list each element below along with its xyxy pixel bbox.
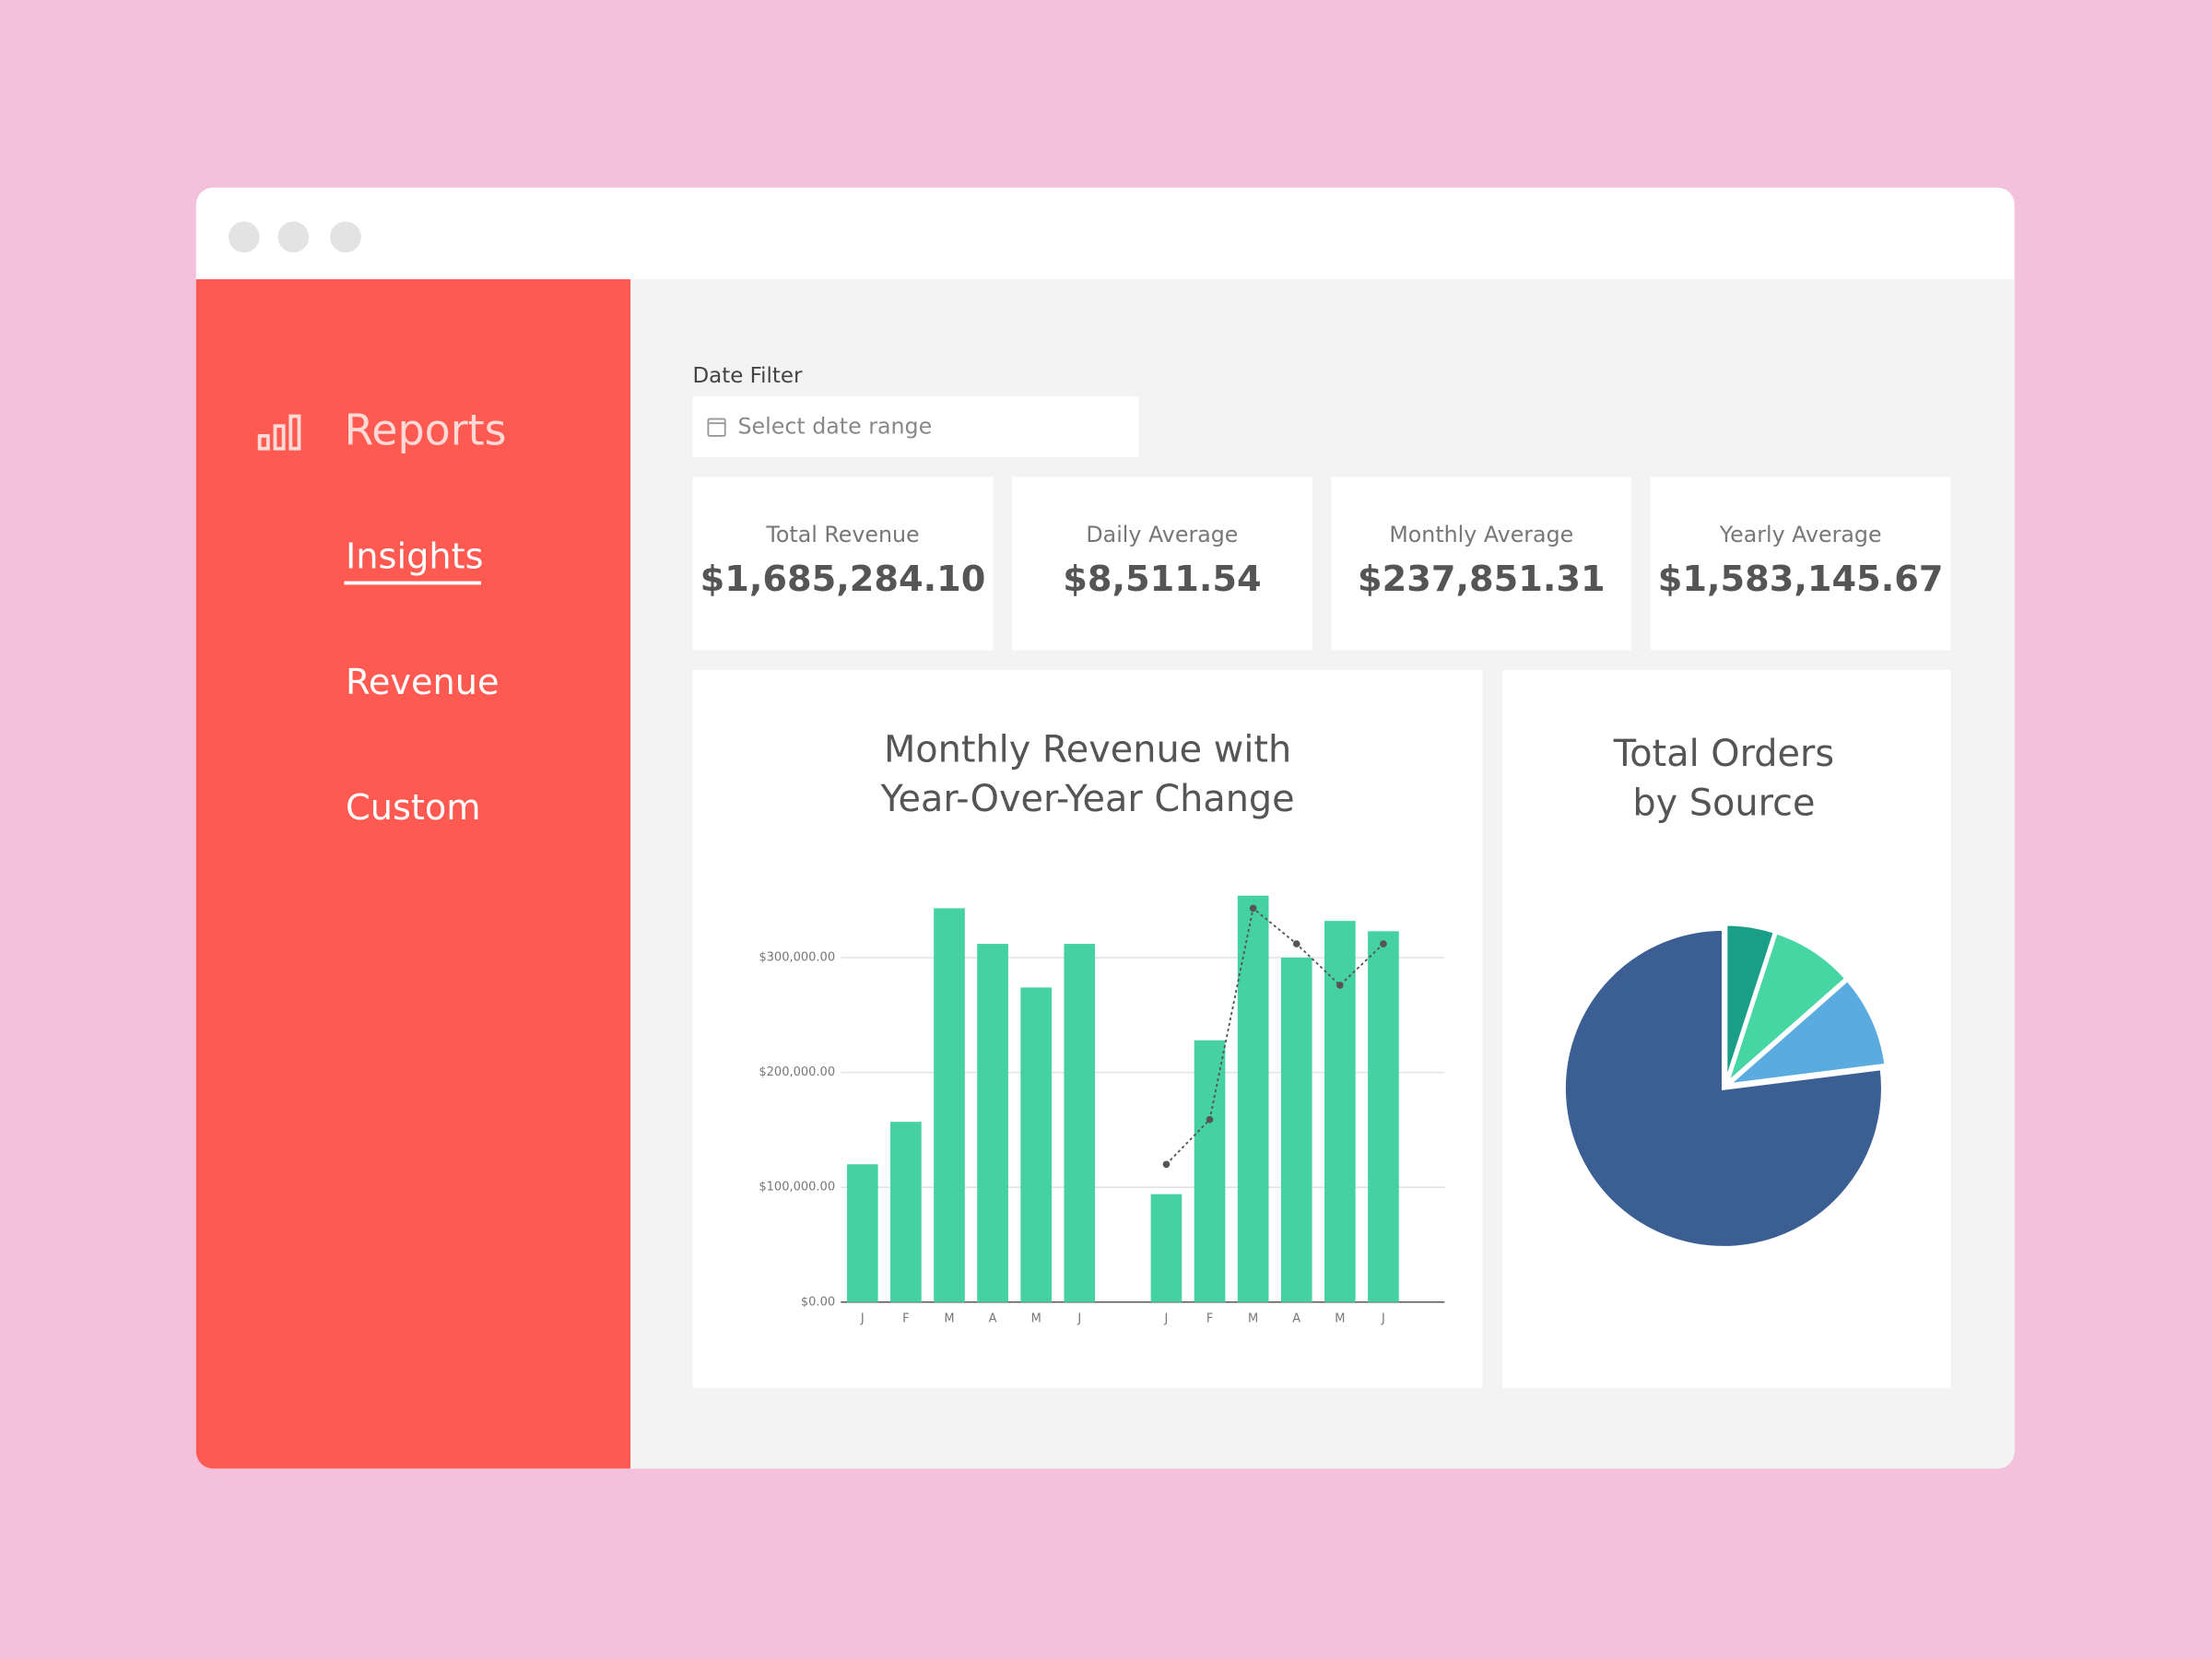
active-underline xyxy=(344,581,481,585)
sidebar xyxy=(195,279,631,1469)
stat-label: Monthly Average xyxy=(1389,522,1573,547)
x-tick-label: M xyxy=(1335,1312,1345,1326)
date-placeholder: Select date range xyxy=(738,413,933,439)
bar xyxy=(1150,1194,1182,1302)
pie-slice xyxy=(1562,926,1885,1250)
sidebar-title[interactable]: Reports xyxy=(344,405,506,454)
window-dot[interactable] xyxy=(330,221,361,253)
line-point xyxy=(1162,1160,1171,1169)
x-tick-label: J xyxy=(1077,1312,1081,1326)
date-input[interactable] xyxy=(692,396,1139,457)
nav-item[interactable]: Insights xyxy=(346,536,484,578)
stat-label: Yearly Average xyxy=(1719,522,1882,547)
y-tick-label: $200,000.00 xyxy=(759,1065,835,1079)
line xyxy=(1165,906,1384,1165)
filter-label: Date Filter xyxy=(693,364,803,388)
y-tick-label: $100,000.00 xyxy=(759,1181,835,1194)
chart-title: Total Orders xyxy=(1613,733,1834,775)
calendar-icon xyxy=(707,418,726,437)
x-tick-label: F xyxy=(902,1312,909,1326)
stat-value: $237,851.31 xyxy=(1358,559,1606,600)
bar xyxy=(1280,958,1312,1302)
stat-card xyxy=(1331,477,1632,651)
bar xyxy=(1324,921,1356,1302)
chart-title: by Source xyxy=(1632,782,1815,824)
stat-card xyxy=(1011,477,1312,651)
stat-value: $1,583,145.67 xyxy=(1658,559,1944,600)
window-dot[interactable] xyxy=(277,221,310,253)
x-tick-label: M xyxy=(944,1312,954,1326)
x-tick-label: A xyxy=(1292,1312,1300,1326)
x-tick-label: F xyxy=(1206,1312,1213,1326)
stat-card xyxy=(1650,477,1951,651)
pie-slice xyxy=(1723,930,1850,1090)
bar xyxy=(846,1164,878,1302)
y-tick-label: $300,000.00 xyxy=(759,951,835,965)
stat-value: $8,511.54 xyxy=(1063,559,1261,600)
bar xyxy=(1020,987,1053,1302)
x-tick-label: J xyxy=(1381,1312,1385,1326)
stat-card xyxy=(692,477,994,651)
bar xyxy=(977,944,1008,1302)
x-tick-label: A xyxy=(989,1312,997,1326)
chart-title: Year-Over-Year Change xyxy=(880,778,1295,820)
stat-label: Daily Average xyxy=(1086,522,1238,547)
bar xyxy=(1368,931,1399,1302)
nav-item[interactable]: Custom xyxy=(346,787,481,829)
pie-slice xyxy=(1722,977,1888,1088)
x-tick-label: J xyxy=(1164,1312,1169,1326)
line-point xyxy=(1380,940,1387,947)
nav-item[interactable]: Revenue xyxy=(346,662,500,703)
bar xyxy=(890,1122,922,1302)
y-tick-label: $0.00 xyxy=(801,1295,835,1309)
x-tick-label: J xyxy=(860,1312,865,1326)
bar xyxy=(1064,944,1096,1302)
line-point xyxy=(1292,940,1300,947)
reports-icon xyxy=(257,414,301,451)
stat-value: $1,685,284.10 xyxy=(700,559,986,600)
stat-label: Total Revenue xyxy=(765,522,919,547)
bar xyxy=(1237,895,1269,1302)
line-point xyxy=(1336,982,1344,989)
x-tick-label: M xyxy=(1248,1312,1258,1326)
chart-title: Monthly Revenue with xyxy=(884,728,1291,771)
x-tick-label: M xyxy=(1031,1312,1041,1326)
window-dot[interactable] xyxy=(228,221,260,253)
line-point xyxy=(1249,904,1257,912)
bar xyxy=(1194,1040,1226,1302)
bar xyxy=(934,908,965,1302)
line-point xyxy=(1206,1115,1214,1124)
